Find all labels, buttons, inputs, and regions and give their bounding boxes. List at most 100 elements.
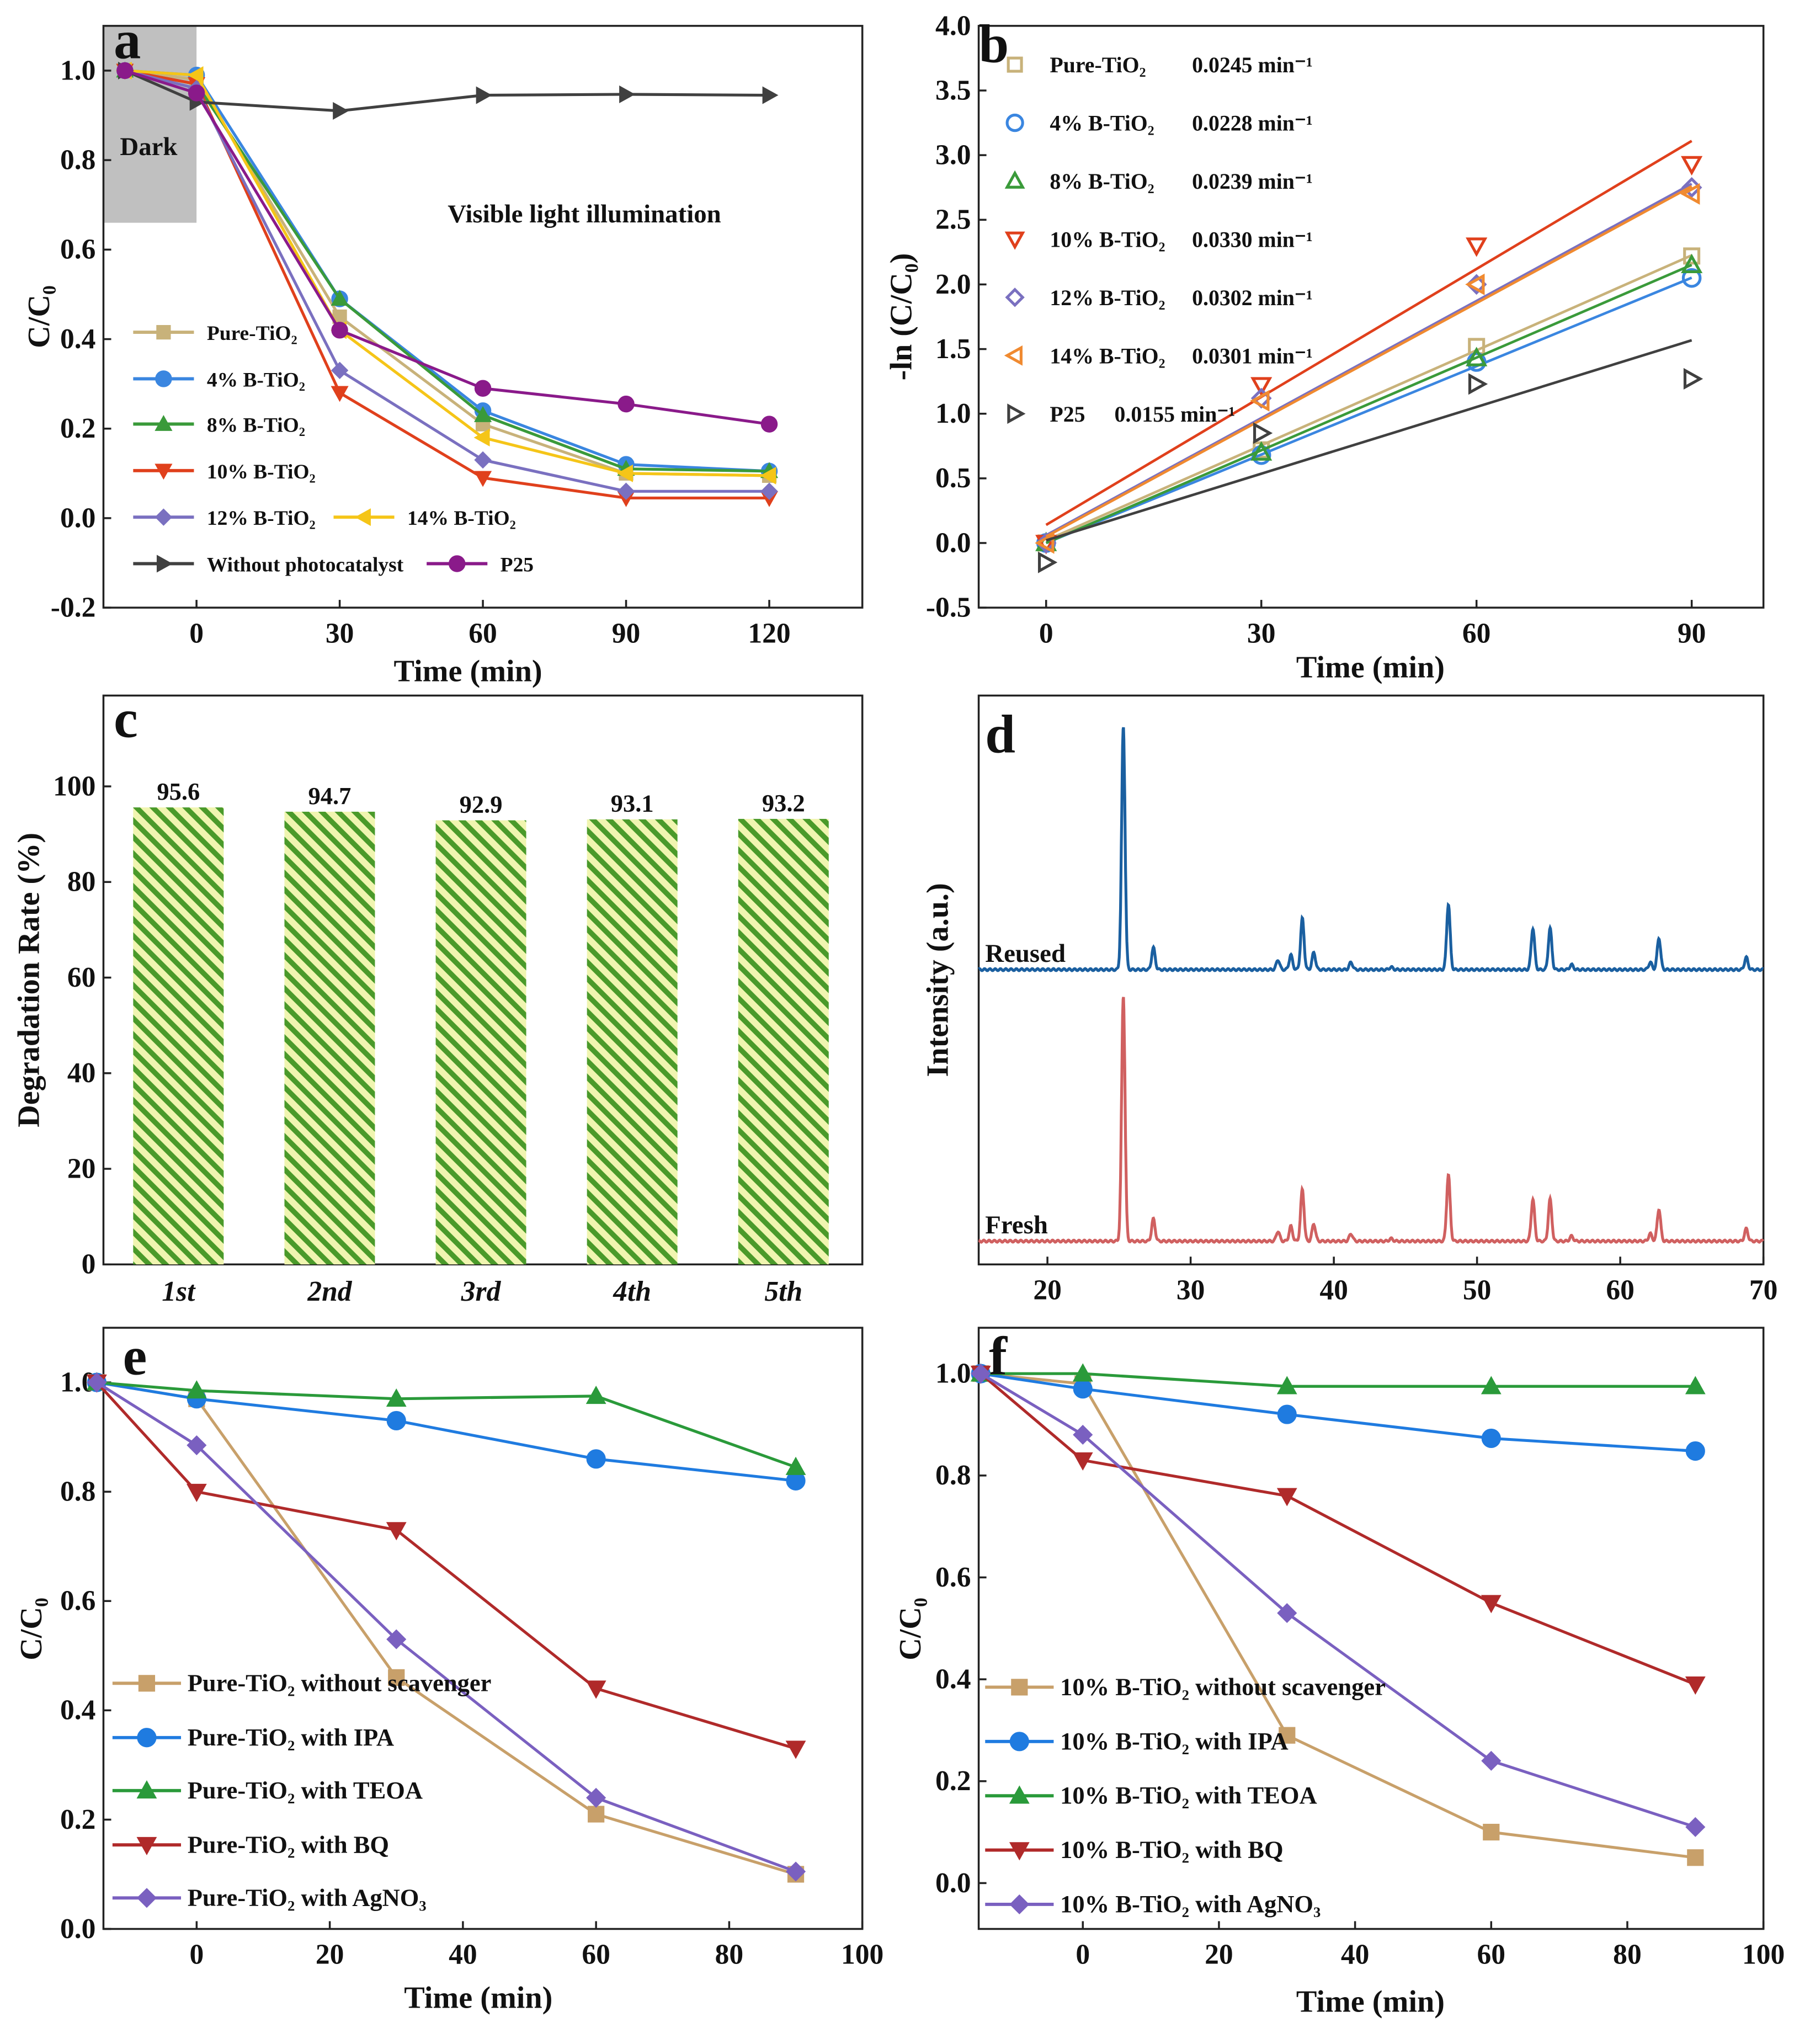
legend-entry: 4% B-TiO₂ [133, 369, 305, 392]
data-point [331, 361, 349, 380]
series-1: 4% B-TiO₂ 0.0228 min⁻¹ [1005, 111, 1702, 553]
series-pure-tio-with-teoa [86, 1372, 806, 1475]
x-axis-label: Time (min) [1296, 1984, 1445, 2019]
x-tick-label: 80 [1613, 1939, 1642, 1971]
x-tick-label: 60 [469, 618, 497, 649]
legend-entry: 14% B-TiO₂ [333, 507, 516, 530]
legend-marker [136, 1888, 157, 1908]
legend-rate: 0.0155 min⁻¹ [1115, 402, 1236, 427]
data-point [386, 1388, 407, 1407]
panel-label-e: e [123, 1326, 147, 1386]
data-point [1681, 156, 1703, 176]
legend-entry: P25 [427, 554, 534, 577]
legend-label: 8% B-TiO₂ [207, 414, 305, 437]
legend-marker [1004, 231, 1025, 250]
x-tick-label: 90 [1678, 618, 1706, 649]
legend-label: 14% B-TiO₂ [1050, 344, 1165, 368]
data-point [1680, 183, 1700, 205]
bar-data-label: 93.1 [611, 790, 654, 817]
data-point [473, 428, 490, 447]
data-point [585, 1680, 606, 1699]
bar [284, 811, 375, 1265]
data-point [186, 1483, 207, 1503]
data-point [1481, 1595, 1502, 1614]
x-tick-label: 30 [1247, 618, 1276, 649]
y-tick-label: -0.5 [926, 592, 971, 624]
series-pure-tio-with-agno- [87, 1372, 806, 1882]
data-point [971, 1364, 991, 1384]
data-point [1037, 551, 1058, 573]
x-axis-label: Time (min) [404, 1981, 552, 2015]
panel-label-c: c [114, 689, 138, 749]
x-tick-label: 100 [841, 1939, 883, 1971]
bar [435, 820, 526, 1265]
data-point [1685, 1817, 1706, 1837]
x-tick-label: 0 [1076, 1939, 1090, 1971]
data-point [1277, 1603, 1297, 1624]
legend-rate: 0.0301 min⁻¹ [1192, 344, 1313, 368]
legend-label: 14% B-TiO₂ [407, 507, 516, 530]
bar-data-label: 95.6 [157, 778, 200, 805]
y-tick-label: 0.2 [60, 1804, 95, 1835]
panel-label-b: b [979, 14, 1009, 74]
legend-entry: Pure-TiO₂ with BQ [112, 1830, 389, 1858]
y-tick-label: 0.8 [60, 1476, 95, 1508]
legend-marker [355, 508, 371, 526]
fit-line [1045, 140, 1692, 526]
y-tick-label: 0.0 [60, 502, 95, 534]
y-tick-label: 0.4 [935, 1664, 971, 1695]
legend-rate: 0.0302 min⁻¹ [1192, 286, 1313, 310]
data-point [186, 1380, 207, 1399]
y-axis-label: C/C₀ [893, 1598, 928, 1660]
legend-marker [1009, 1842, 1030, 1861]
x-tick-label: 20 [316, 1939, 344, 1971]
legend-label: P25 [501, 554, 534, 577]
legend-rate: 0.0330 min⁻¹ [1192, 227, 1313, 252]
y-tick-label: 1.0 [935, 398, 971, 429]
series-5: 14% B-TiO₂ 0.0301 min⁻¹ [1004, 183, 1700, 554]
legend-label: 10% B-TiO₂ with IPA [1060, 1727, 1288, 1755]
legend-label: P25 [1050, 402, 1085, 427]
data-point [1279, 1727, 1296, 1744]
legend-label: Pure-TiO₂ with BQ [188, 1830, 389, 1858]
xrd-pattern-fresh [978, 997, 1764, 1244]
y-tick-label: 3.0 [935, 140, 971, 171]
y-tick-label: 0.2 [935, 1765, 971, 1797]
series-line [124, 69, 770, 493]
dark-region [103, 25, 197, 223]
data-point [1683, 368, 1703, 390]
panel-b: 0 30 60 90 -0.5 0.0 0.5 1.0 1.5 2.0 2.5 3.0 3.5 4.0 Ti… [885, 10, 1765, 685]
data-point [87, 1372, 107, 1393]
data-point [1073, 1379, 1093, 1399]
y-tick-label: 0 [82, 1249, 96, 1280]
series-p25 [116, 62, 778, 433]
y-tick-label: 20 [67, 1153, 96, 1184]
x-tick-label: 40 [1319, 1275, 1348, 1306]
legend-marker [156, 324, 171, 340]
panel-f: 0 20 40 60 80 100 0.0 0.2 0.4 0.6 0.8 1.0 Time (min)… [893, 1326, 1785, 2019]
data-point [785, 1861, 806, 1882]
legend-label: Pure-TiO₂ [207, 322, 297, 345]
legend-label: 10% B-TiO₂ without scavenger [1060, 1673, 1386, 1700]
x-tick-label: 100 [1742, 1939, 1785, 1971]
y-tick-label: 0.4 [60, 1695, 95, 1726]
y-tick-label: 2.0 [935, 269, 971, 300]
data-point [1483, 1823, 1500, 1841]
data-point [617, 482, 635, 500]
data-point [474, 471, 492, 487]
fit-line [1045, 276, 1692, 545]
x-tick-label: 80 [715, 1939, 744, 1971]
panel-a: 0 30 60 90 120 -0.2 0.0 0.2 0.4 0.6 0.8 1.0 Time (mi… [22, 10, 864, 689]
data-point [1466, 237, 1488, 257]
y-tick-label: 1.0 [935, 1358, 971, 1390]
data-point [1250, 377, 1273, 397]
legend-marker [1007, 403, 1026, 424]
data-point [331, 322, 348, 339]
legend-entry: Pure-TiO₂ [133, 322, 297, 345]
panel-label-f: f [989, 1326, 1008, 1386]
data-point [476, 86, 492, 104]
data-point [585, 1386, 606, 1404]
bar-data-label: 94.7 [308, 782, 352, 810]
legend-label: Pure-TiO₂ with IPA [188, 1723, 394, 1751]
legend-label: 10% B-TiO₂ with BQ [1060, 1836, 1283, 1864]
